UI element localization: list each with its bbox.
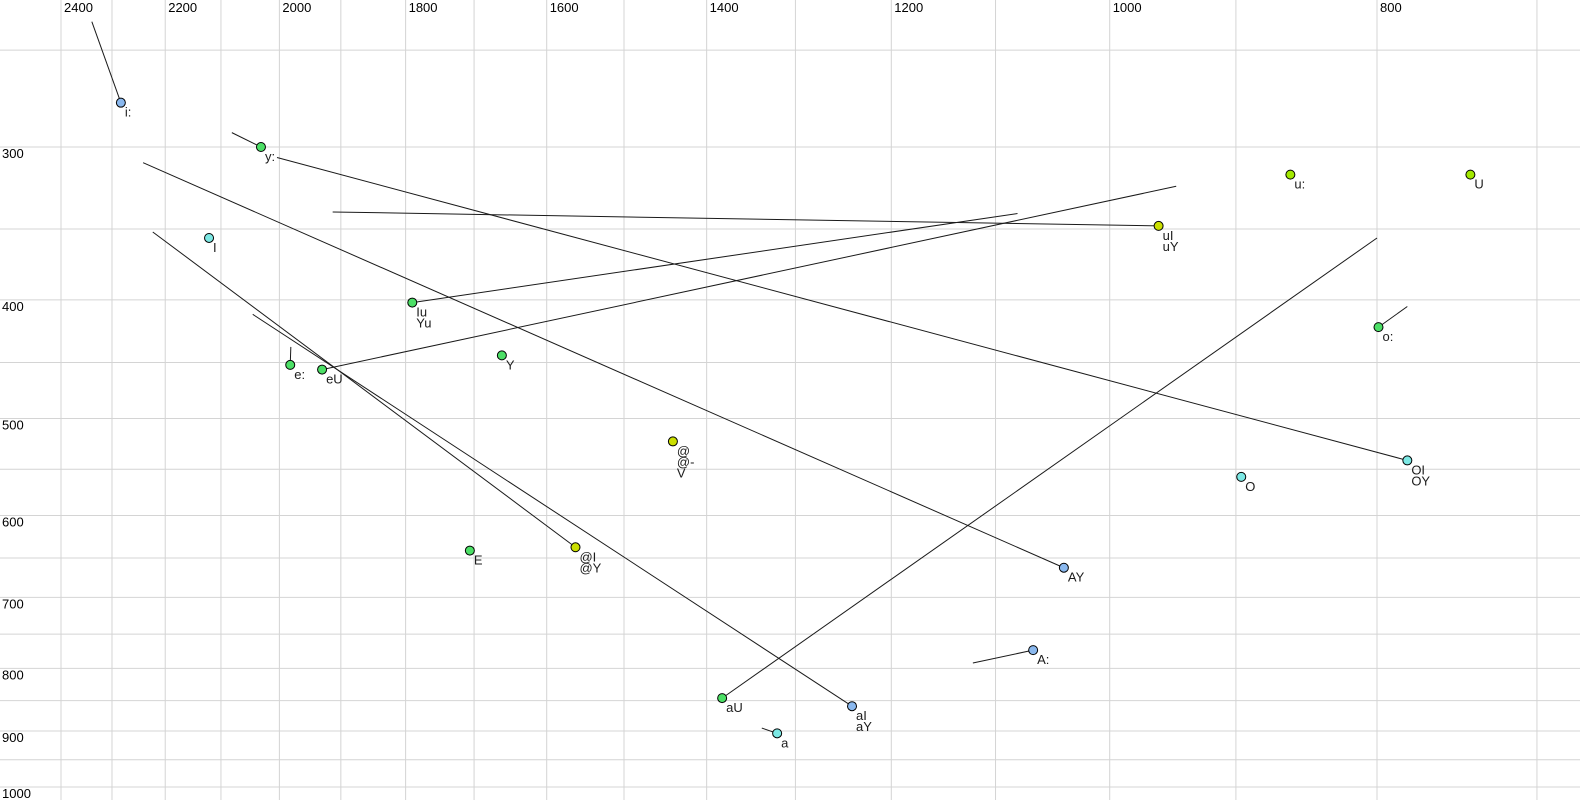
- vowel-point-@I: [570, 542, 581, 553]
- vowel-point-label-Y: Y: [506, 357, 515, 372]
- vowel-point-aU: [717, 693, 728, 704]
- y-tick-label: 600: [2, 514, 24, 529]
- x-tick-label: 1000: [1113, 0, 1142, 15]
- x-tick-label: 1800: [409, 0, 438, 15]
- vowel-points: [115, 97, 1476, 739]
- vowel-point-label-@Y: @Y: [579, 560, 601, 575]
- y-tick-label: 400: [2, 299, 24, 314]
- trajectory-lines: [91, 21, 1408, 734]
- vowel-point-eU: [317, 364, 328, 375]
- x-tick-label: 1600: [550, 0, 579, 15]
- vowel-point-AY: [1058, 562, 1069, 573]
- vowel-point-aI: [847, 701, 858, 712]
- vowel-point-label-E: E: [474, 553, 483, 568]
- vowel-point-label-Yu: Yu: [416, 316, 431, 331]
- vowel-point-label-uY: uY: [1163, 239, 1179, 254]
- vowel-point-e:: [285, 359, 296, 370]
- axis-tick-labels: 2400 2200 2000 1800 1600 1400 1200 1000 800 300 40…: [2, 0, 1402, 800]
- vowel-point-label-aY: aY: [856, 719, 872, 734]
- vowel-point-E: [464, 545, 475, 556]
- vowel-point-uI: [1153, 220, 1164, 231]
- glide-line-eU: [321, 185, 1177, 371]
- vowel-point-label-Iu: Iu: [416, 305, 427, 320]
- glide-line-AY: [142, 162, 1065, 569]
- vowel-point-label-i:: i:: [125, 105, 132, 120]
- vowel-point-u:: [1285, 169, 1296, 180]
- vowel-point-label-I: I: [213, 240, 217, 255]
- glide-line-y:: [231, 132, 262, 148]
- vowel-point-label-V: V: [677, 465, 686, 480]
- vowel-point-label-O: O: [1245, 479, 1255, 494]
- vowel-point-label-aU: aU: [726, 700, 743, 715]
- glide-line-A:: [972, 649, 1034, 664]
- x-tick-label: 2400: [64, 0, 93, 15]
- x-tick-label: 800: [1380, 0, 1402, 15]
- vowel-point-A:: [1028, 645, 1039, 656]
- vowel-point-Y: [496, 350, 507, 361]
- vowel-point-label-eU: eU: [326, 372, 343, 387]
- x-tick-label: 2200: [168, 0, 197, 15]
- y-tick-label: 800: [2, 667, 24, 682]
- vowel-point-label-aI: aI: [856, 708, 867, 723]
- vowel-point-label-e:: e:: [294, 367, 305, 382]
- vowel-point-label-uI: uI: [1163, 228, 1174, 243]
- vowel-point-label-OI: OI: [1411, 462, 1425, 477]
- y-tick-label: 700: [2, 596, 24, 611]
- glide-line-OI: [276, 157, 1408, 461]
- vowel-point-O: [1236, 471, 1247, 482]
- vowel-point-label-AY: AY: [1068, 570, 1085, 585]
- vowel-point-label-A:: A:: [1037, 652, 1049, 667]
- vowel-point-label-o:: o:: [1382, 329, 1393, 344]
- vowel-point-U: [1465, 169, 1476, 180]
- glide-line-aI: [252, 313, 853, 707]
- vowel-point-label-u:: u:: [1294, 177, 1305, 192]
- vowel-point-I: [204, 232, 215, 243]
- vowel-point-@: [667, 436, 678, 447]
- vowel-point-label-OY: OY: [1411, 473, 1430, 488]
- y-tick-label: 500: [2, 418, 24, 433]
- vowel-point-label-@-: @-: [677, 454, 695, 469]
- vowel-point-label-@I: @I: [579, 549, 596, 564]
- glide-line-@I: [152, 231, 576, 548]
- vowel-point-y:: [255, 142, 266, 152]
- vowel-point-label-a: a: [781, 735, 789, 750]
- vowel-point-OI: [1402, 455, 1413, 466]
- vowel-point-o:: [1373, 322, 1384, 333]
- glide-line-i:: [91, 21, 122, 103]
- vowel-point-Iu: [407, 297, 418, 308]
- x-tick-label: 1200: [894, 0, 923, 15]
- y-tick-label: 1000: [2, 786, 31, 800]
- y-tick-label: 300: [2, 146, 24, 161]
- x-tick-label: 1400: [710, 0, 739, 15]
- glide-line-uI: [332, 211, 1159, 227]
- glide-line-Iu: [412, 213, 1018, 304]
- vowel-point-label-@: @: [677, 443, 690, 458]
- vowel-point-label-U: U: [1474, 177, 1483, 192]
- glide-line-o:: [1378, 306, 1408, 328]
- vowel-point-label-y:: y:: [265, 149, 275, 164]
- vowel-point-i:: [115, 97, 126, 108]
- x-tick-label: 2000: [282, 0, 311, 15]
- glide-line-aU: [721, 237, 1378, 699]
- y-tick-label: 900: [2, 730, 24, 745]
- vowel-point-a: [772, 728, 783, 739]
